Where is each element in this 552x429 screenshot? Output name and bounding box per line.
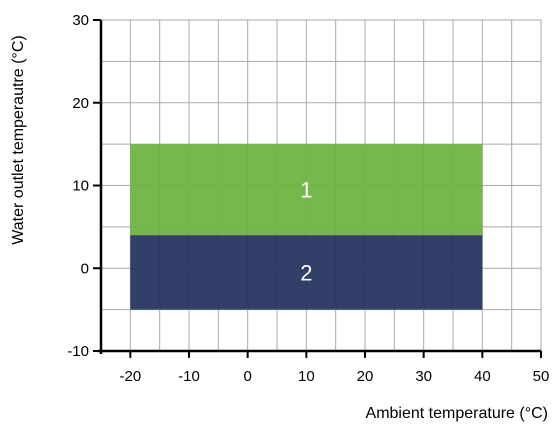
x-tick-label: 40 <box>474 368 491 385</box>
regions: 12 <box>130 144 483 310</box>
y-tick-label: 0 <box>81 260 89 277</box>
y-tick-label: 10 <box>72 178 89 195</box>
y-tick-label: 20 <box>72 95 89 112</box>
x-axis-title: Ambient temperature (°C) <box>366 405 548 422</box>
x-tick-label: -20 <box>119 368 141 385</box>
x-tick-label: 50 <box>533 368 550 385</box>
x-tick-label: 0 <box>243 368 251 385</box>
y-axis-title: Water outlet temperautre (°C) <box>10 35 27 244</box>
region-2-area <box>130 235 483 310</box>
x-tick-label: -10 <box>178 368 200 385</box>
x-tick-label: 20 <box>357 368 374 385</box>
tick-labels: -10 0 10 20 30 -20 -10 0 10 20 30 40 50 <box>67 12 549 385</box>
x-tick-label: 10 <box>298 368 315 385</box>
region-2-label: 2 <box>300 260 312 285</box>
y-tick-label: -10 <box>67 343 89 360</box>
x-tick-label: 30 <box>415 368 432 385</box>
region-1-label: 1 <box>300 178 312 203</box>
region-1-area <box>130 144 483 236</box>
y-tick-label: 30 <box>72 12 89 29</box>
axes <box>93 19 542 358</box>
